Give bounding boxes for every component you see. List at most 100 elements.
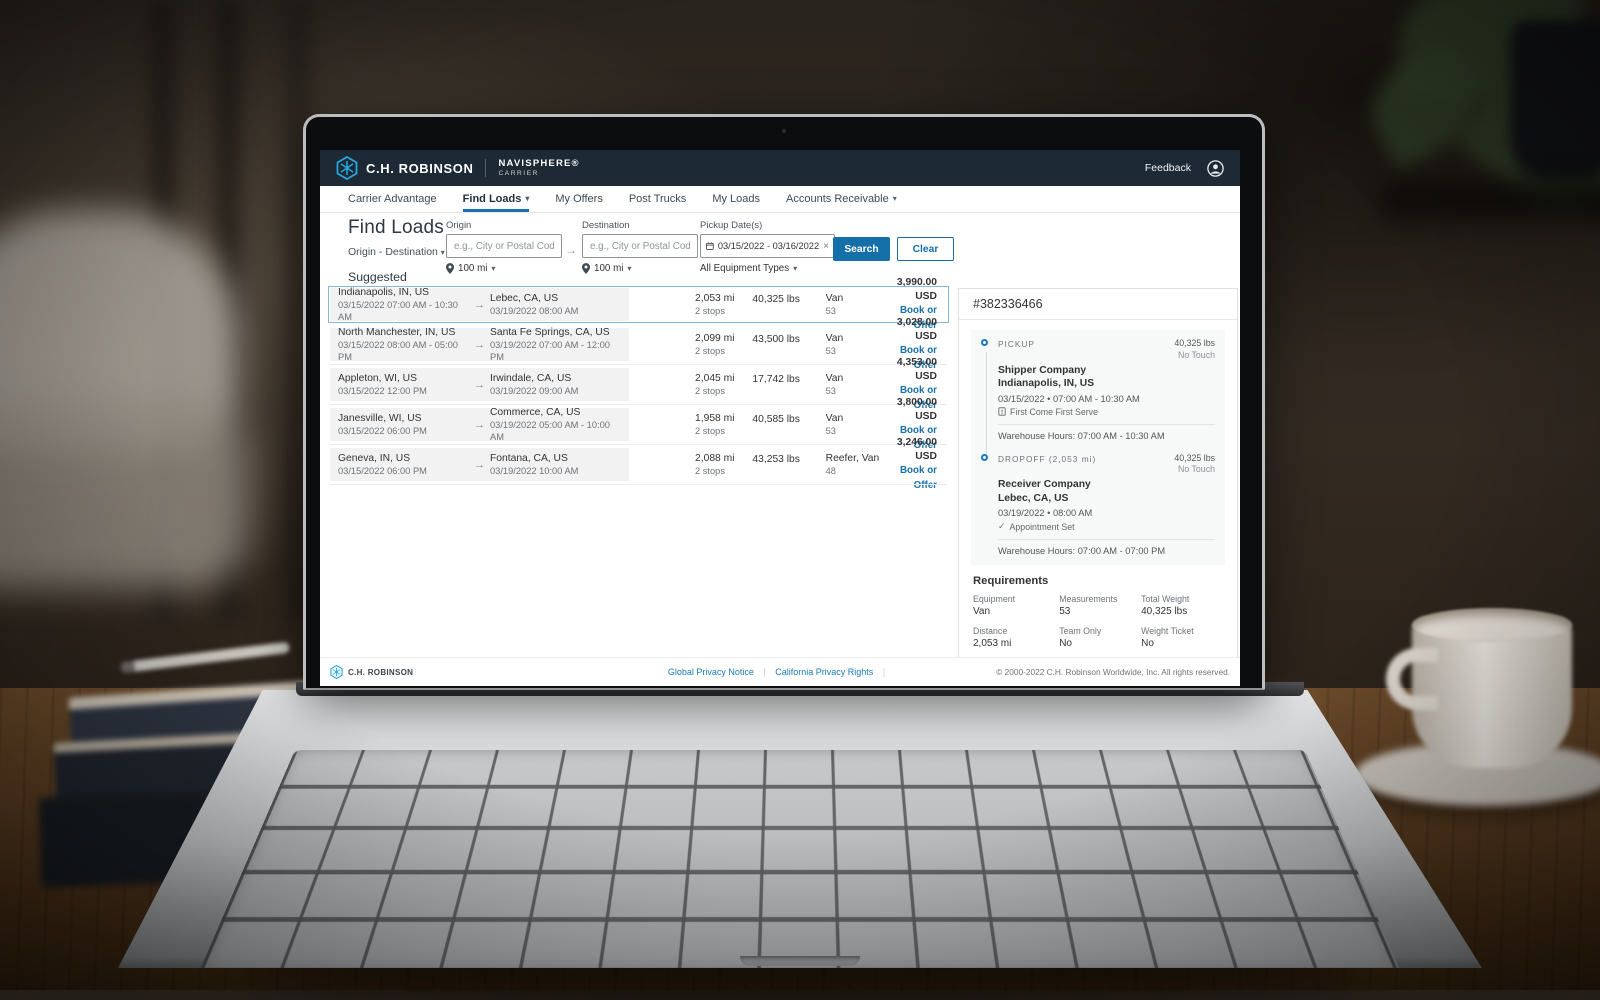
- nav-carrier-advantage[interactable]: Carrier Advantage: [348, 186, 437, 212]
- arrow-right-icon: →: [474, 419, 485, 431]
- header-right: Feedback: [1145, 160, 1224, 177]
- laptop-screen: C.H. ROBINSON NAVISPHERE® CARRIER Feedba…: [303, 114, 1265, 690]
- dropoff-company: Receiver Company: [998, 478, 1215, 491]
- destination-radius-select[interactable]: 100 mi ▾: [582, 263, 698, 274]
- pin-icon: [582, 263, 590, 274]
- weight-cell: 40,585 lbs: [752, 408, 825, 426]
- destination-time: 03/19/2022 05:00 AM - 10:00 AM: [490, 419, 621, 443]
- destination-city: Irwindale, CA, US: [490, 372, 621, 385]
- pickup-head: PICKUP 40,325 lbs No Touch: [998, 338, 1215, 362]
- stops-value: 2 stops: [695, 305, 752, 317]
- california-privacy-link[interactable]: California Privacy Rights: [775, 667, 873, 677]
- pickup-weight: 40,325 lbs: [1174, 338, 1215, 350]
- origin-input[interactable]: [446, 234, 562, 258]
- global-privacy-link[interactable]: Global Privacy Notice: [668, 667, 754, 677]
- nav-my-loads[interactable]: My Loads: [712, 186, 760, 212]
- product-line1: NAVISPHERE®: [498, 159, 579, 169]
- pickup-meta: 40,325 lbs No Touch: [1174, 338, 1215, 362]
- pickup-note-text: First Come First Serve: [1010, 407, 1098, 417]
- pickup-date-input[interactable]: 03/15/2022 - 03/16/2022 ×: [700, 234, 835, 258]
- equipment-value: Van: [826, 332, 897, 345]
- dropoff-note: ✓ Appointment Set: [998, 521, 1215, 532]
- nav-label: My Loads: [712, 193, 760, 205]
- nav-my-offers[interactable]: My Offers: [555, 186, 602, 212]
- pickup-company: Shipper Company: [998, 364, 1215, 377]
- destination-time: 03/19/2022 07:00 AM - 12:00 PM: [490, 339, 621, 363]
- nav-accounts-receivable[interactable]: Accounts Receivable▾: [786, 186, 897, 212]
- requirement-label: Measurements: [1059, 594, 1141, 604]
- miles-value: 2,045 mi: [695, 372, 752, 385]
- search-button[interactable]: Search: [833, 237, 890, 261]
- app-footer: C.H. ROBINSON Global Privacy Notice | Ca…: [320, 657, 1240, 686]
- vase: [1510, 20, 1600, 180]
- destination-input[interactable]: [582, 234, 698, 258]
- equipment-type-select[interactable]: All Equipment Types ▾: [700, 263, 835, 274]
- nav-label: Accounts Receivable: [786, 193, 889, 205]
- chevron-down-icon: ▾: [491, 264, 495, 273]
- origin-radius-select[interactable]: 100 mi ▾: [446, 263, 562, 274]
- equipment-size: 53: [826, 385, 897, 397]
- weight-value: 40,585 lbs: [752, 413, 825, 426]
- origin-label: Origin: [446, 220, 562, 231]
- nav-post-trucks[interactable]: Post Trucks: [629, 186, 686, 212]
- book-or-offer-link[interactable]: Book or Offer: [900, 465, 937, 491]
- coffee-cup-rim: [1412, 608, 1572, 642]
- origin-time: 03/15/2022 06:00 PM: [338, 465, 469, 477]
- dropoff-location: Lebec, CA, US: [998, 492, 1215, 505]
- nav-label: Find Loads: [463, 193, 522, 205]
- laptop-keyboard: [199, 750, 1402, 973]
- pickup-note: First Come First Serve: [998, 407, 1215, 417]
- equipment-value: Reefer, Van: [826, 452, 897, 465]
- equipment-value: Van: [826, 412, 897, 425]
- search-mode-label: Origin - Destination: [348, 246, 438, 258]
- destination-time: 03/19/2022 08:00 AM: [490, 305, 621, 317]
- clear-button[interactable]: Clear: [897, 237, 954, 261]
- requirement-label: Distance: [973, 626, 1059, 636]
- clear-date-icon[interactable]: ×: [823, 241, 829, 252]
- navisphere-carrier-app: C.H. ROBINSON NAVISPHERE® CARRIER Feedba…: [320, 150, 1240, 686]
- dropoff-type: DROPOFF (2,053 mi): [998, 453, 1096, 477]
- weight-cell: 40,325 lbs: [752, 288, 825, 306]
- weight-cell: 17,742 lbs: [752, 368, 825, 386]
- nav-find-loads[interactable]: Find Loads▾: [463, 186, 530, 212]
- footer-links: Global Privacy Notice | California Priva…: [320, 667, 1240, 677]
- account-icon[interactable]: [1207, 160, 1224, 177]
- laptop-lid-notch: [740, 956, 860, 966]
- footer-separator: |: [763, 667, 765, 677]
- dropoff-datetime: 03/19/2022 • 08:00 AM: [998, 508, 1215, 518]
- pickup-stop-icon: [981, 339, 988, 346]
- dropoff-stop-icon: [981, 454, 988, 461]
- price-value: 4,353.00 USD: [897, 356, 937, 383]
- destination-label: Destination: [582, 220, 698, 231]
- pickup-warehouse-hours: Warehouse Hours: 07:00 AM - 10:30 AM: [998, 424, 1215, 441]
- chevron-down-icon: ▾: [627, 264, 631, 273]
- search-mode-select[interactable]: Origin - Destination ▾: [348, 246, 445, 258]
- feedback-link[interactable]: Feedback: [1145, 162, 1191, 174]
- nav-label: Carrier Advantage: [348, 193, 437, 205]
- pickup-date-label: Pickup Date(s): [700, 220, 835, 231]
- destination-time: 03/19/2022 10:00 AM: [490, 465, 621, 477]
- arrow-right-icon: →: [474, 339, 485, 351]
- origin-city: Indianapolis, IN, US: [338, 286, 469, 299]
- pin-icon: [446, 263, 454, 274]
- pickup-date-group: Pickup Date(s) 03/15/2022 - 03/16/2022 ×…: [700, 220, 835, 274]
- chevron-down-icon: ▾: [525, 194, 529, 203]
